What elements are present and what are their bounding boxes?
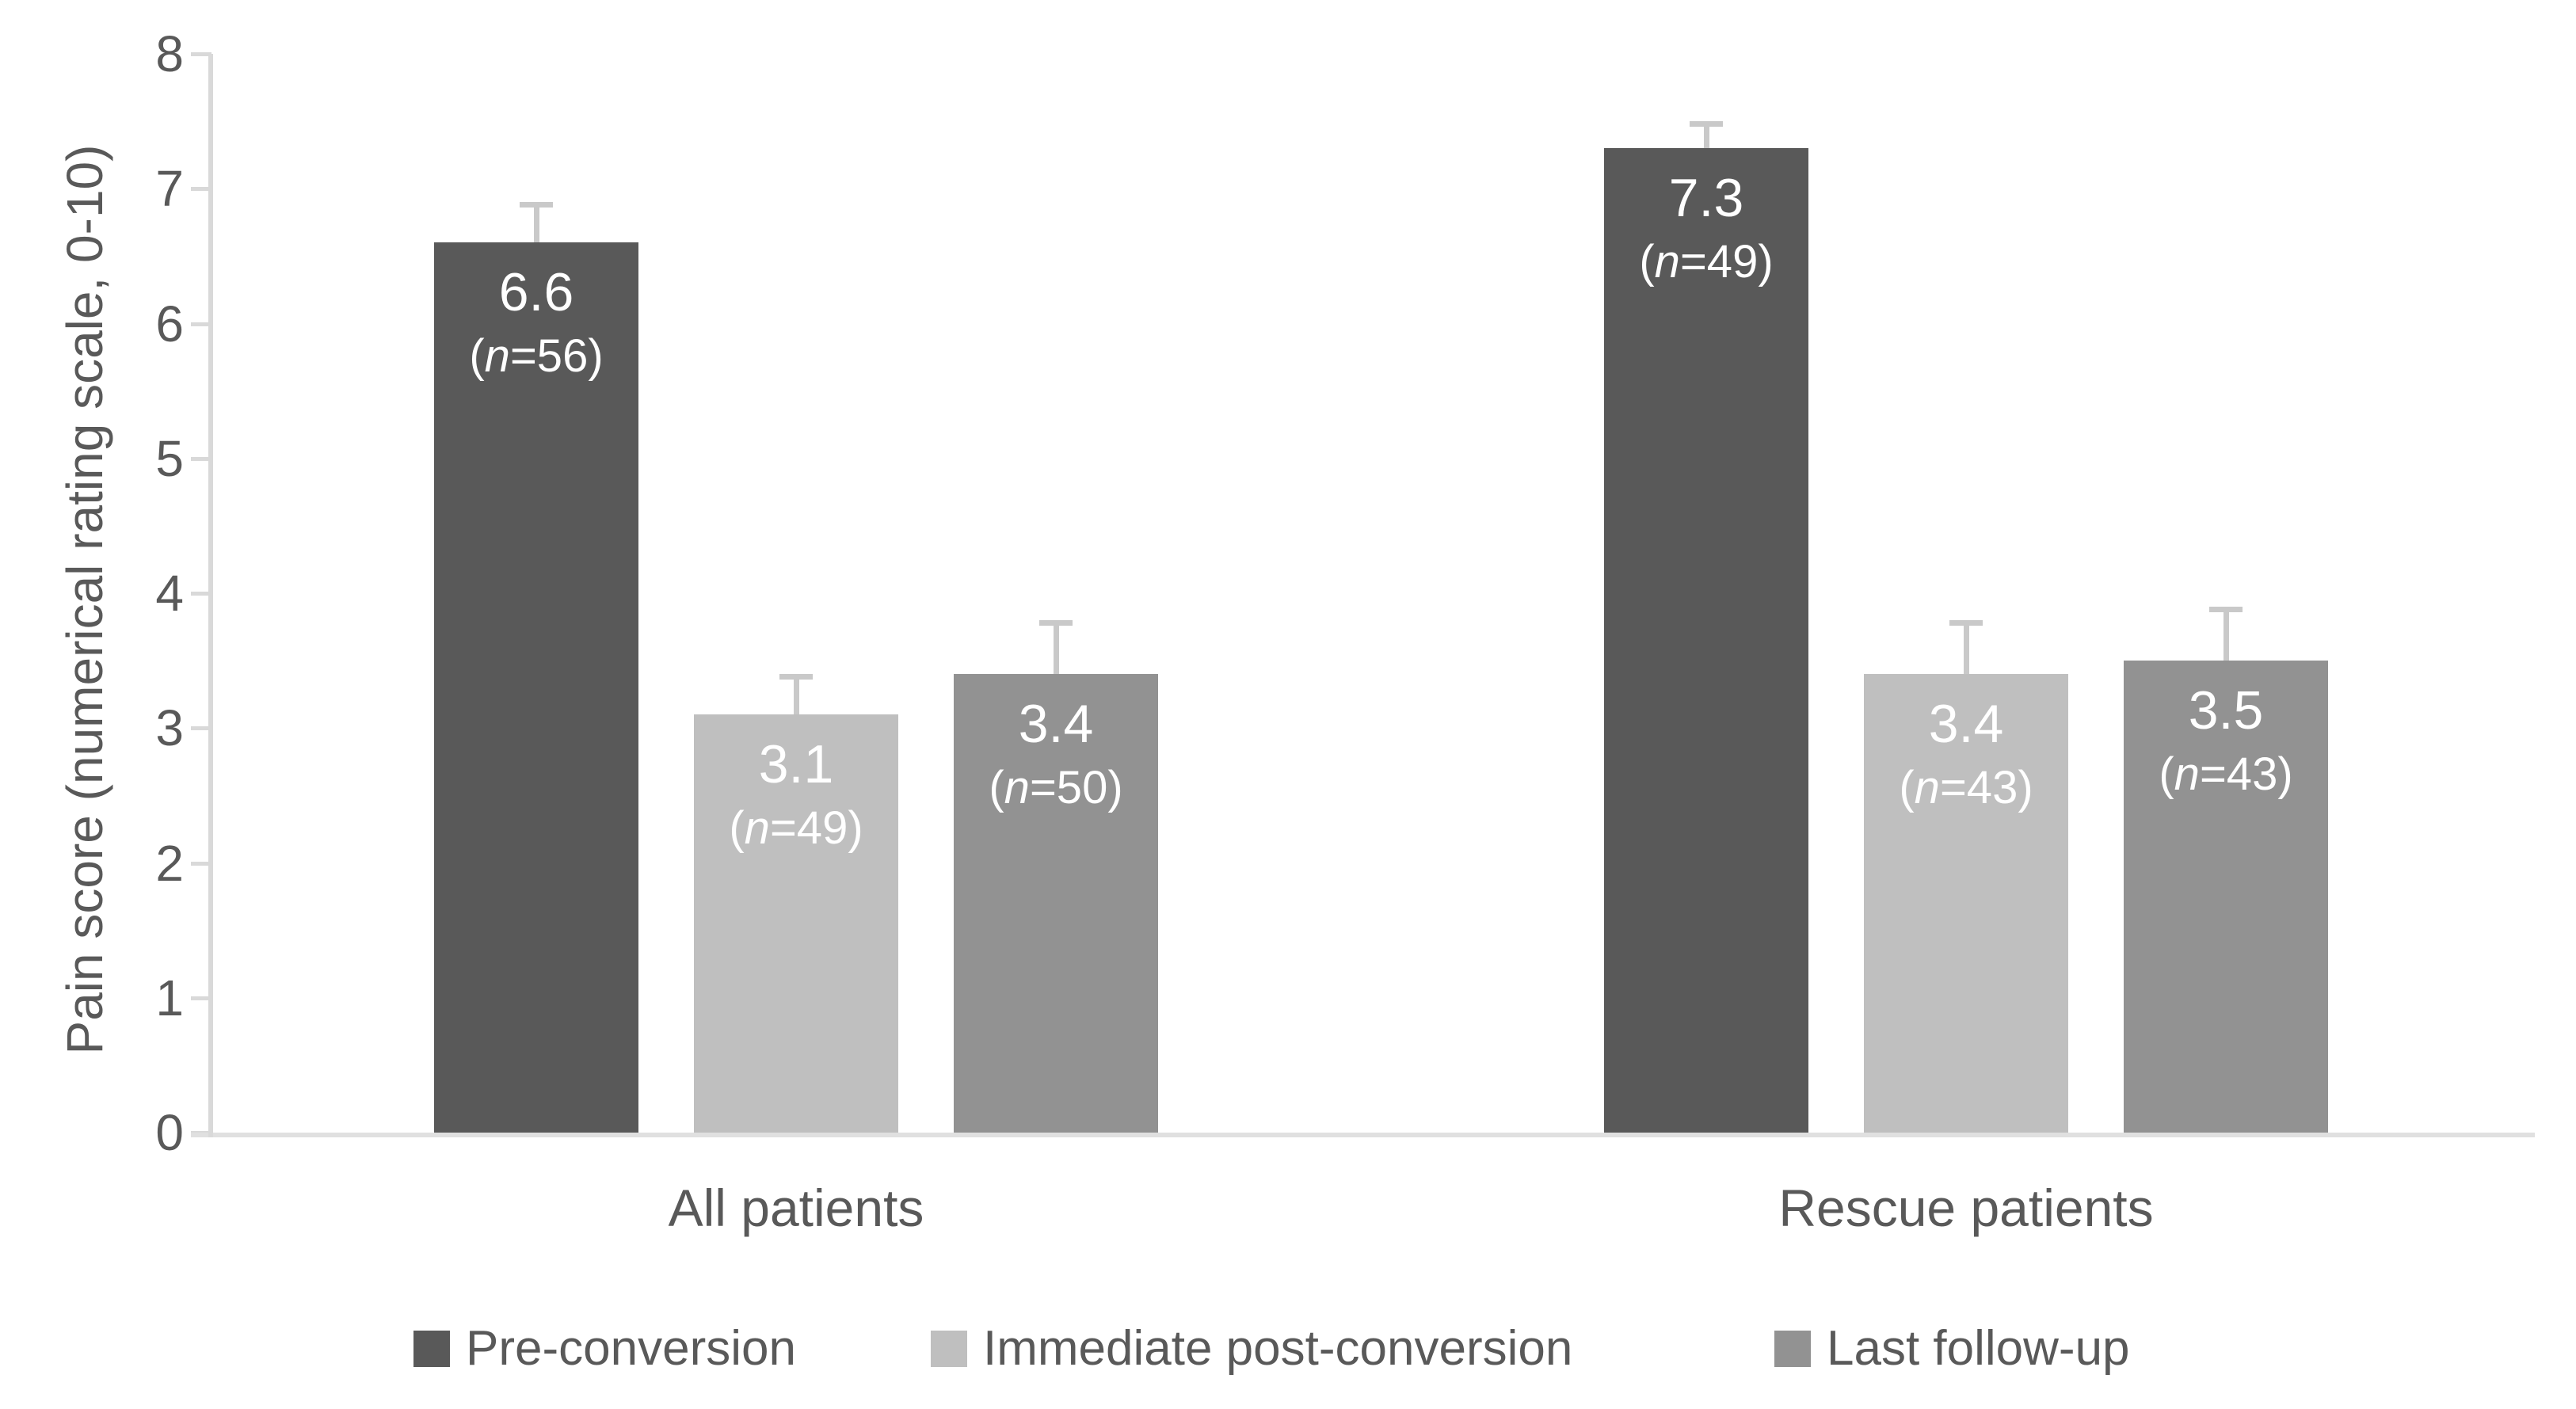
bar-immediate-post-conversion-rescue-patients: 3.4 (n=43) [1864, 674, 2068, 1133]
legend-label-pre-conversion: Pre-conversion [466, 1321, 796, 1376]
y-tick-label: 2 [155, 834, 184, 892]
category-label-all-patients: All patients [668, 1179, 924, 1237]
bar-n-label: (n=56) [469, 330, 604, 383]
legend-swatch-last-follow-up [1774, 1331, 1811, 1367]
legend-label-immediate-post-conversion: Immediate post-conversion [983, 1321, 1573, 1376]
y-tick-label: 6 [155, 295, 184, 352]
bar-value-label: 3.4 [1018, 694, 1094, 755]
category-label-rescue-patients: Rescue patients [1778, 1179, 2154, 1237]
italic-n: n [1654, 236, 1680, 288]
y-tick-mark [191, 726, 211, 731]
bar-n-label: (n=50) [989, 762, 1123, 814]
error-bar-cap [1949, 620, 1983, 626]
legend-label-last-follow-up: Last follow-up [1827, 1321, 2130, 1376]
y-tick-label: 4 [155, 565, 184, 622]
error-bar-line [533, 202, 539, 243]
bar-pre-conversion-rescue-patients: 7.3 (n=49) [1604, 148, 1808, 1133]
error-bar-cap [2209, 607, 2243, 613]
italic-n: n [744, 802, 770, 855]
y-tick-label: 1 [155, 969, 184, 1026]
bar-n-label: (n=49) [729, 802, 863, 855]
bar-last-follow-up-all-patients: 3.4 (n=50) [954, 674, 1158, 1133]
y-tick-mark [191, 187, 211, 192]
bar-value-label: 6.6 [498, 262, 574, 323]
italic-n: n [1914, 762, 1940, 814]
bar-pre-conversion-all-patients: 6.6 (n=56) [434, 242, 638, 1133]
error-bar-line [1963, 620, 1969, 675]
bar-value-label: 7.3 [1668, 168, 1744, 229]
y-tick-label: 5 [155, 429, 184, 487]
bar-labels: 7.3 (n=49) [1604, 164, 1808, 292]
legend-item-immediate-post-conversion: Immediate post-conversion [931, 1321, 1573, 1376]
y-tick-label: 3 [155, 699, 184, 757]
y-tick-label: 8 [155, 25, 184, 82]
y-tick-mark [191, 322, 211, 326]
bar-last-follow-up-rescue-patients: 3.5 (n=43) [2124, 661, 2328, 1133]
bar-value-label: 3.5 [2188, 680, 2264, 741]
error-bar-cap [520, 202, 553, 208]
error-bar-cap [779, 674, 813, 680]
legend-item-last-follow-up: Last follow-up [1774, 1321, 2130, 1376]
bar-labels: 3.4 (n=50) [954, 690, 1158, 818]
y-tick-mark [191, 861, 211, 866]
error-bar-cap [1039, 620, 1073, 626]
bar-value-label: 3.1 [758, 734, 834, 795]
error-bar-line [1703, 121, 1709, 149]
y-tick-label: 7 [155, 160, 184, 218]
y-axis-line [208, 54, 213, 1137]
bar-n-label: (n=43) [1899, 762, 2033, 814]
legend-swatch-pre-conversion [413, 1331, 450, 1367]
bar-labels: 3.4 (n=43) [1864, 690, 2068, 818]
bar-n-label: (n=49) [1639, 236, 1774, 288]
bar-n-label: (n=43) [2159, 748, 2293, 801]
y-tick-mark [191, 52, 211, 56]
x-axis-line [191, 1133, 2535, 1137]
bar-value-label: 3.4 [1928, 694, 2004, 755]
legend-swatch-immediate-post-conversion [931, 1331, 967, 1367]
error-bar-cap [1690, 121, 1723, 128]
error-bar-line [2223, 607, 2229, 661]
italic-n: n [484, 330, 510, 383]
italic-n: n [1004, 762, 1030, 814]
y-tick-label: 0 [155, 1104, 184, 1161]
bar-labels: 6.6 (n=56) [434, 258, 638, 387]
bar-labels: 3.1 (n=49) [694, 730, 898, 859]
error-bar-line [1053, 620, 1059, 675]
bar-labels: 3.5 (n=43) [2124, 676, 2328, 805]
italic-n: n [2174, 748, 2200, 801]
y-tick-mark [191, 996, 211, 1000]
y-tick-mark [191, 592, 211, 596]
legend-item-pre-conversion: Pre-conversion [413, 1321, 796, 1376]
error-bar-line [793, 674, 799, 715]
y-tick-mark [191, 456, 211, 461]
bar-immediate-post-conversion-all-patients: 3.1 (n=49) [694, 714, 898, 1133]
